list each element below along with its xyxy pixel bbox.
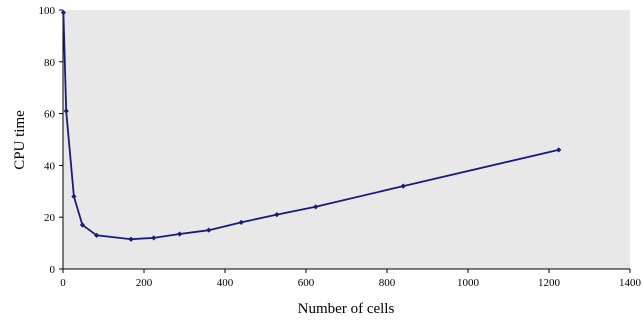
y-axis: 0 20 40 60 80 100 [39, 5, 63, 276]
data-point [94, 232, 100, 238]
x-tick-label: 1200 [538, 277, 561, 289]
x-axis-title: Number of cells [298, 301, 395, 317]
x-tick-label: 600 [298, 277, 315, 289]
data-point [128, 236, 134, 242]
data-point [206, 227, 212, 233]
data-point [151, 235, 157, 241]
x-tick-label: 1400 [619, 277, 642, 289]
plot-area [63, 10, 630, 269]
data-point [60, 9, 67, 16]
series-line [62, 12, 559, 241]
data-point [274, 212, 280, 218]
y-tick-label: 80 [44, 57, 56, 69]
data-point [400, 183, 406, 189]
y-tick-label: 20 [44, 212, 56, 224]
x-tick-label: 800 [379, 277, 396, 289]
y-tick-label: 60 [44, 109, 56, 121]
y-tick-label: 40 [44, 160, 56, 172]
data-point [177, 231, 183, 237]
data-point [313, 204, 319, 210]
data-points [60, 9, 562, 242]
data-point [238, 219, 244, 225]
x-axis: 0 200 400 600 800 1000 1200 1400 [60, 269, 642, 289]
x-tick-label: 200 [136, 277, 153, 289]
y-axis-title: CPU time [12, 110, 28, 170]
data-point [556, 147, 562, 153]
y-tick-label: 0 [50, 264, 56, 276]
x-tick-label: 400 [217, 277, 234, 289]
x-tick-label: 1000 [457, 277, 480, 289]
data-point [71, 193, 77, 200]
data-point [79, 222, 86, 228]
y-tick-label: 100 [39, 5, 56, 17]
data-point [63, 108, 69, 114]
x-tick-label: 0 [60, 277, 66, 289]
